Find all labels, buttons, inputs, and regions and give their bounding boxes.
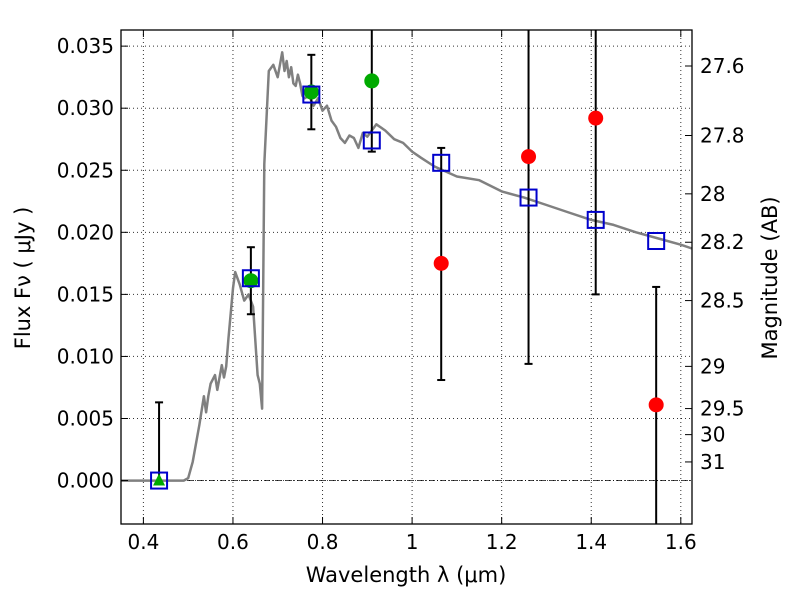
y2-tick-label: 30 <box>700 423 725 447</box>
detection-point <box>364 73 380 89</box>
y2-tick-label: 29.5 <box>700 397 745 421</box>
x-tick-label: 0.6 <box>217 530 249 554</box>
y-axis-ticks: 0.000 0.005 0.010 0.015 0.020 0.025 0.030 0.035 <box>57 34 128 493</box>
model-photometry-point <box>586 210 605 229</box>
y2-tick-label: 27.6 <box>700 54 745 78</box>
data-markers <box>150 73 666 490</box>
x-tick-label: 1.6 <box>665 530 697 554</box>
sed-model-curve <box>121 51 693 482</box>
model-photometry-point <box>150 471 169 490</box>
y-tick-label: 0.025 <box>57 158 114 182</box>
non-detection-point <box>648 397 664 413</box>
model-photometry-point <box>362 131 381 150</box>
y2-tick-label: 28.5 <box>700 289 745 313</box>
x-tick-label: 1.2 <box>486 530 518 554</box>
y-tick-label: 0.005 <box>57 406 114 430</box>
y-tick-label: 0.000 <box>57 469 114 493</box>
non-detection-point <box>433 255 449 271</box>
y-tick-label: 0.020 <box>57 220 114 244</box>
x-tick-label: 1 <box>406 530 419 554</box>
y-tick-label: 0.015 <box>57 282 114 306</box>
y-tick-label: 0.010 <box>57 344 114 368</box>
y-axis-label: Flux Fν ( μJy ) <box>11 207 35 350</box>
x-axis-label: Wavelength λ (μm) <box>306 563 507 587</box>
detection-point <box>243 273 259 289</box>
y-tick-label: 0.030 <box>57 96 114 120</box>
model-photometry-point <box>647 232 666 251</box>
x-tick-label: 0.8 <box>307 530 339 554</box>
axes-frame <box>120 29 693 525</box>
plot-frame <box>120 29 693 525</box>
model-photometry-point <box>519 188 538 207</box>
y2-axis-ticks: 27.6 27.8 28 28.2 28.5 29 29.530 31 <box>685 54 745 474</box>
y-tick-label: 0.035 <box>57 34 114 58</box>
y2-tick-label: 27.8 <box>700 124 745 148</box>
detection-point <box>303 84 319 100</box>
y2-tick-label: 28.2 <box>700 230 745 254</box>
y2-tick-label: 31 <box>700 450 725 474</box>
sed-curve-line <box>121 51 693 482</box>
non-detection-point <box>588 110 604 126</box>
triangle-point <box>153 473 166 486</box>
model-photometry-point <box>302 85 321 104</box>
x-axis-ticks: 0.4 0.6 0.8 1 1.2 1.4 1.6 <box>127 30 697 554</box>
non-detection-point <box>521 149 537 165</box>
y2-tick-label: 28 <box>700 182 725 206</box>
model-photometry-point <box>241 269 260 288</box>
x-tick-label: 0.4 <box>127 530 159 554</box>
model-photometry-point <box>432 153 451 172</box>
y2-tick-label: 29 <box>700 354 725 378</box>
x-tick-label: 1.4 <box>575 530 607 554</box>
y2-axis-label: Magnitude (AB) <box>758 196 782 359</box>
